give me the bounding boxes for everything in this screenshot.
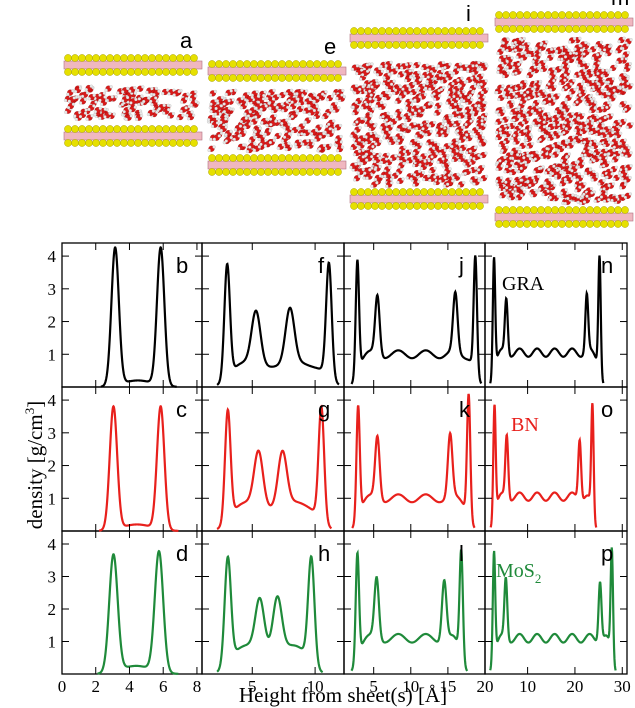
x-tick-label: 5	[248, 677, 257, 696]
panel-label-j: j	[458, 253, 464, 278]
y-tick-label: 3	[48, 568, 57, 587]
y-tick-label: 2	[48, 457, 57, 476]
panel-label-f: f	[318, 253, 325, 278]
y-tick-label: 4	[48, 247, 57, 266]
x-tick-label: 15	[439, 677, 456, 696]
density-curve-n	[489, 255, 605, 384]
snapshot-label: e	[324, 34, 336, 59]
x-tick-label: 10	[402, 677, 419, 696]
x-tick-label: 8	[193, 677, 202, 696]
density-curve-d	[97, 549, 179, 675]
panel-label-c: c	[176, 397, 187, 422]
x-axis-title: Height from sheet(s) [Å]	[239, 683, 447, 707]
x-tick-label: 6	[159, 677, 168, 696]
panel-frame	[484, 530, 628, 675]
x-tick-label: 10	[307, 677, 324, 696]
panel-label-h: h	[318, 541, 330, 566]
panel-label-k: k	[459, 397, 471, 422]
snapshot-label: m	[611, 0, 629, 10]
material-label: GRA	[502, 273, 545, 295]
x-tick-label: 4	[125, 677, 134, 696]
y-tick-label: 1	[48, 345, 57, 364]
x-tick-label: 2	[91, 677, 100, 696]
material-label: BN	[511, 414, 539, 436]
density-curve-j	[350, 255, 483, 385]
y-tick-label: 2	[48, 313, 57, 332]
density-curve-h	[216, 554, 324, 674]
material-name: MoS	[496, 560, 535, 582]
y-axis-title-close: ]	[23, 401, 47, 408]
y-tick-label: 1	[48, 489, 57, 508]
y-tick-label: 4	[48, 391, 57, 410]
x-tick-label: 0	[58, 677, 67, 696]
panel-label-g: g	[318, 397, 330, 422]
snapshot-i: i	[349, 1, 489, 210]
density-curve-b	[100, 246, 177, 388]
y-tick-label: 3	[48, 280, 57, 299]
snapshot-m: m	[494, 0, 634, 228]
simulation-snapshots: a e i m	[63, 0, 634, 228]
y-tick-label: 3	[48, 424, 57, 443]
x-tick-label: 10	[519, 677, 536, 696]
snapshot-label: i	[466, 1, 471, 26]
x-tick-label: 30	[614, 677, 631, 696]
material-name: GRA	[502, 273, 545, 295]
y-tick-label: 4	[48, 535, 57, 554]
density-curve-p	[489, 547, 617, 671]
panel-label-n: n	[601, 253, 613, 278]
density-curve-f	[216, 261, 340, 386]
material-name: BN	[511, 414, 539, 436]
x-tick-label: 20	[477, 677, 494, 696]
panel-label-d: d	[176, 541, 188, 566]
material-subscript: 2	[535, 571, 542, 586]
y-axis-title-text: density [g/cm	[23, 414, 47, 529]
x-tick-label: 5	[369, 677, 378, 696]
density-curve-g	[216, 404, 333, 530]
panel-label-o: o	[601, 397, 613, 422]
density-curve-l	[350, 549, 469, 672]
panel-label-b: b	[176, 253, 188, 278]
axis-ticks: 1 2 3 4 1 2 3 4 1 2 3 4 0 2 4 6 8 5 10 5 10 15 20 10 20 30	[48, 243, 631, 696]
y-axis-title-sup: 3	[22, 408, 37, 415]
panel-labels: b f j n c g k o d h l p GRA BN MoS2	[176, 253, 613, 586]
panel-frames	[61, 242, 628, 675]
density-curve-c	[98, 404, 179, 532]
density-curve-o	[489, 403, 598, 528]
x-tick-label: 20	[566, 677, 583, 696]
snapshot-e: e	[207, 34, 347, 176]
y-tick-label: 1	[48, 633, 57, 652]
panel-label-p: p	[601, 541, 613, 566]
material-label: MoS2	[496, 560, 541, 586]
density-curves	[97, 246, 617, 675]
density-curve-k	[351, 393, 476, 529]
y-tick-label: 2	[48, 600, 57, 619]
snapshot-a: a	[63, 28, 203, 147]
snapshot-label: a	[180, 28, 193, 53]
panel-label-l: l	[459, 541, 464, 566]
y-axis-title: density [g/cm3]	[22, 401, 47, 529]
